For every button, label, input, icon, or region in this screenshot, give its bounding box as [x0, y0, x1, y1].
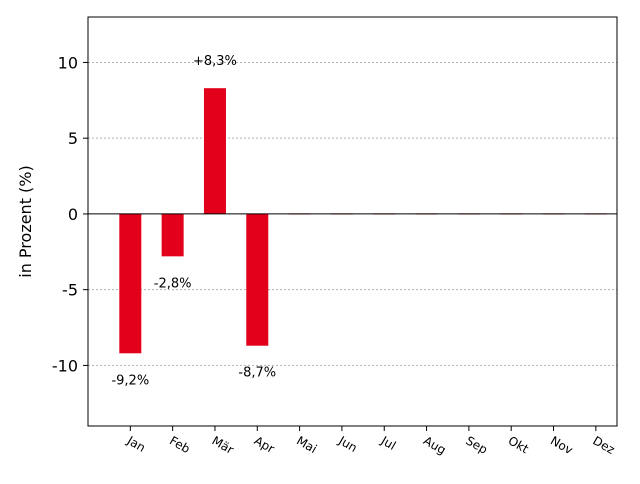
- data-label: -8,7%: [238, 366, 276, 381]
- y-tick-label: -5: [62, 281, 78, 300]
- plot-frame: [87, 16, 618, 427]
- bar-apr: [246, 213, 269, 346]
- data-label: +8,3%: [193, 54, 237, 69]
- bar-feb: [161, 213, 184, 257]
- x-tick-label: Feb: [167, 433, 192, 456]
- y-tick-label: 10: [58, 53, 78, 72]
- x-tick-label: Mai: [294, 433, 319, 456]
- x-tick-label: Dez: [590, 433, 617, 457]
- data-labels: -9,2% -2,8% +8,3% -8,7%: [111, 54, 276, 388]
- bar-jan: [119, 213, 142, 354]
- x-tick-label: Aug: [421, 433, 448, 457]
- x-tick-label: Apr: [252, 433, 277, 456]
- x-tick-label: Nov: [548, 433, 575, 457]
- bars: [119, 88, 607, 354]
- y-tick-label: 5: [68, 129, 78, 148]
- bar-mär: [203, 88, 226, 214]
- data-label: -2,8%: [154, 276, 192, 291]
- x-tick-label: Jul: [378, 433, 398, 453]
- x-tick-label: Jan: [124, 433, 148, 455]
- x-tick-label: Mär: [209, 433, 236, 456]
- x-tick-label: Okt: [506, 433, 532, 456]
- y-tick-label: 0: [68, 205, 78, 224]
- grid-lines: [88, 61, 617, 366]
- x-tick-label: Jun: [336, 433, 360, 455]
- data-label: -9,2%: [111, 373, 149, 388]
- y-axis: 10 5 0 -5 -10: [52, 53, 88, 375]
- y-tick-label: -10: [52, 356, 78, 375]
- x-axis: Jan Feb Mär Apr Mai Jun Jul Aug Sep Okt Nov Dez: [124, 426, 617, 457]
- y-axis-label: in Prozent (%): [16, 165, 35, 277]
- x-tick-label: Sep: [463, 433, 490, 456]
